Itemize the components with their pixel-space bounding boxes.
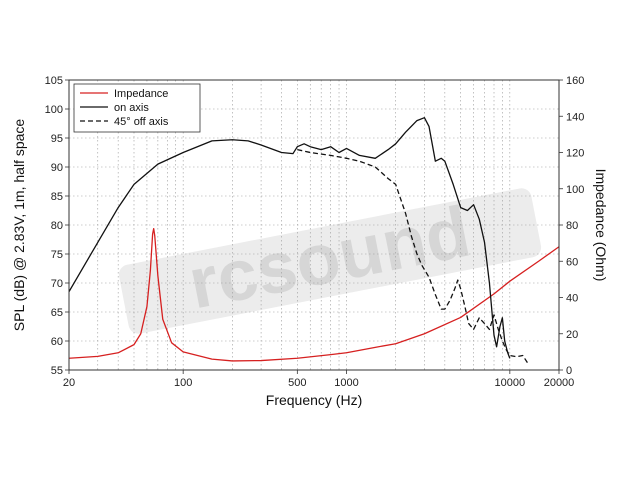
y-tick-label: 55 (51, 365, 63, 377)
y-tick-label: 65 (51, 307, 63, 319)
series-line-45-off-axis (297, 148, 529, 365)
y-tick-label: 60 (51, 336, 63, 348)
x-tick-label: 10000 (495, 377, 526, 389)
y-tick-label: 100 (45, 104, 63, 116)
legend-label-impedance: Impedance (114, 88, 168, 100)
legend-label-on-axis: on axis (114, 102, 149, 114)
legend-label-45-off-axis: 45° off axis (114, 116, 169, 128)
curves (69, 117, 559, 365)
y-tick-label: 80 (51, 220, 63, 232)
x-tick-label: 20000 (544, 377, 575, 389)
legend-box (73, 83, 201, 133)
y2-axis-title: Impedance (Ohm) (593, 169, 609, 282)
series-line-on-axis (69, 117, 511, 359)
y-tick-label: 85 (51, 191, 63, 203)
x-axis-ticks: 20 100 500 1000 10000 20000 (63, 370, 574, 389)
y-axis-title: SPL (dB) @ 2.83V, 1m, half space (11, 119, 27, 332)
y-tick-label: 75 (51, 249, 63, 261)
y2-tick-label: 40 (566, 293, 578, 305)
x-tick-label: 20 (63, 377, 75, 389)
y-tick-label: 105 (45, 75, 63, 87)
x-tick-label: 500 (288, 377, 306, 389)
y2-tick-label: 0 (566, 365, 572, 377)
y2-tick-label: 120 (566, 148, 584, 160)
y-tick-label: 90 (51, 162, 63, 174)
x-axis-title: Frequency (Hz) (266, 392, 362, 408)
legend: Impedance on axis 45° off axis (73, 83, 201, 133)
y2-tick-label: 20 (566, 329, 578, 341)
y2-tick-label: 100 (566, 184, 584, 196)
y2-axis-ticks: 0 20 40 60 80 100 120 140 160 (559, 75, 584, 377)
series-line-impedance (69, 227, 559, 362)
x-tick-label: 1000 (334, 377, 358, 389)
y2-tick-label: 140 (566, 111, 584, 123)
y-tick-label: 70 (51, 278, 63, 290)
y2-tick-label: 60 (566, 256, 578, 268)
y-tick-label: 95 (51, 133, 63, 145)
y2-tick-label: 80 (566, 220, 578, 232)
x-tick-label: 100 (174, 377, 192, 389)
y2-tick-label: 160 (566, 75, 584, 87)
y-axis-ticks: 55 60 65 70 75 80 85 90 95 100 105 (45, 75, 69, 377)
